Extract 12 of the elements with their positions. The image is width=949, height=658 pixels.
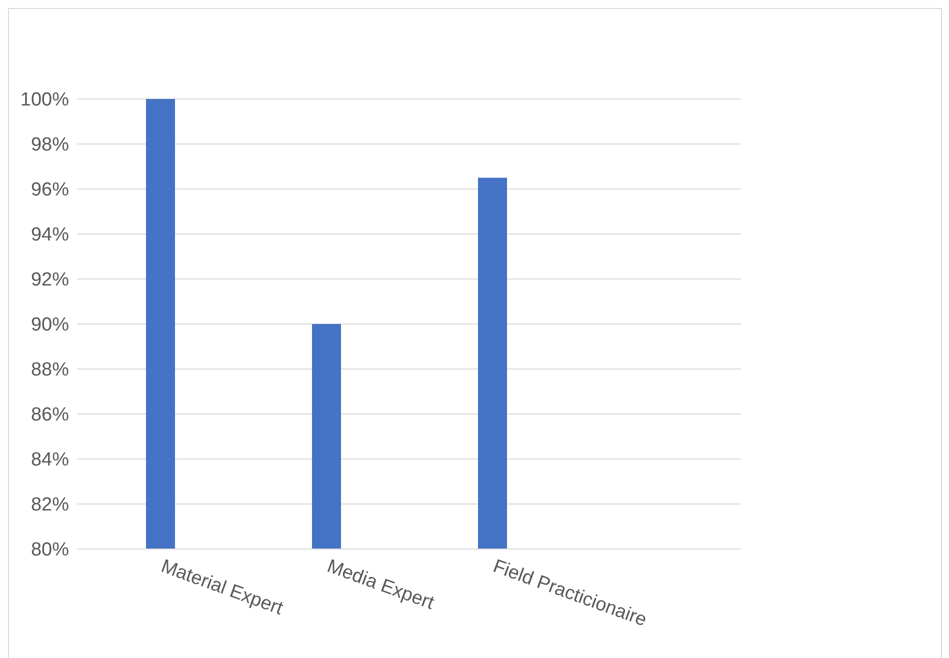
- y-tick-label: 80%: [30, 540, 70, 561]
- y-tick-label: 94%: [30, 224, 70, 246]
- y-tick-label: 86%: [30, 404, 70, 426]
- y-tick-label: 84%: [30, 450, 70, 471]
- y-tick-label: 100%: [20, 90, 70, 111]
- y-tick-label: 82%: [30, 494, 70, 516]
- y-tick-label: 98%: [30, 134, 70, 156]
- y-tick-label: 96%: [30, 180, 70, 201]
- y-tick-label: 92%: [30, 270, 70, 291]
- y-tick-label: 90%: [30, 314, 70, 336]
- y-tick-label: 88%: [30, 360, 70, 381]
- x-tick-label: Media Expert: [324, 556, 438, 614]
